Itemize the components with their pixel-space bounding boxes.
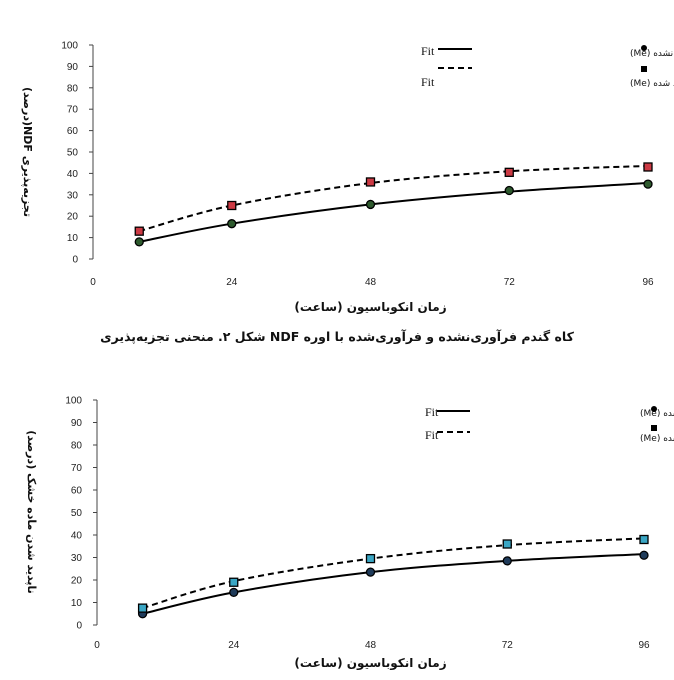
y-axis-title: تجزیه‌پذیری NDF(درصد) (21, 87, 34, 217)
y-tick-label: 100 (65, 396, 82, 407)
y-tick-label: 90 (67, 62, 79, 73)
legend-square-marker (651, 425, 657, 431)
legend-square-marker (641, 66, 647, 72)
x-tick-label: 96 (642, 277, 654, 288)
y-tick-label: 0 (76, 621, 82, 632)
data-point-circle (639, 550, 649, 560)
data-point-circle (504, 185, 514, 196)
data-point-circle (365, 199, 376, 210)
data-point-square (365, 553, 376, 564)
legend-circle-marker (641, 45, 647, 51)
y-tick-label: 40 (71, 531, 83, 542)
x-tick-label: 48 (365, 277, 377, 288)
y-tick-label: 50 (71, 508, 83, 519)
chart-1: 0 10 20 30 40 50 60 70 80 90 100 0 24 48 72 96 زمان انکو… (21, 41, 674, 316)
y-tick-label: 100 (61, 41, 78, 52)
data-point-square (639, 534, 649, 545)
x-tick-label: 24 (228, 640, 240, 651)
figure-caption: شکل ۲. منحنی تجزیه‌پذیری NDF کاه گندم فر… (100, 329, 574, 344)
chart-2: 0 10 20 30 40 50 60 70 80 90 100 0 24 48 72 96 زمان انکو… (25, 396, 674, 672)
legend-series-label: کاه فرایند شده (Me) (630, 79, 674, 89)
y-tick-label: 30 (71, 553, 83, 564)
data-point-circle (643, 179, 653, 189)
x-tick-label: 48 (365, 640, 377, 651)
y-tick-label: 30 (67, 190, 79, 201)
y-tick-label: 10 (67, 233, 79, 244)
y-tick-label: 90 (71, 418, 83, 429)
legend-circle-marker (651, 406, 657, 412)
legend-fit-label: Fit (425, 405, 439, 419)
y-tick-label: 70 (67, 105, 79, 116)
y-tick-label: 80 (71, 441, 83, 452)
legend: Fit Fit باگاس فرایند نشده (Me) باگاس فرایند… (425, 405, 674, 444)
y-tick-label: 40 (67, 169, 79, 180)
data-point-circle (134, 237, 144, 247)
y-tick-label: 20 (71, 576, 83, 587)
x-axis-title: زمان انکوباسیون (ساعت) (294, 656, 446, 671)
data-point-square (365, 177, 376, 187)
data-point-circle (365, 567, 376, 577)
x-tick-label: 72 (502, 640, 514, 651)
y-tick-label: 0 (72, 255, 78, 266)
data-point-square (227, 200, 237, 211)
fit-curve-series-1 (142, 553, 645, 615)
legend-fit-label: Fit (425, 428, 439, 442)
legend-series-label: کاه فرایند نشده (Me) (630, 49, 674, 59)
legend-series-label: باگاس فرایند شده (Me) (640, 432, 674, 444)
x-tick-label: 0 (94, 640, 100, 651)
data-point-square (134, 226, 144, 236)
y-tick-label: 70 (71, 463, 83, 474)
y-axis-title: ناپدید شدن ماده خشک (درصد) (25, 430, 38, 594)
data-point-circle (227, 219, 237, 229)
legend-series-label: باگاس فرایند نشده (Me) (640, 407, 674, 419)
x-tick-label: 96 (638, 640, 650, 651)
data-point-circle (229, 587, 239, 598)
legend: Fit Fit کاه فرایند نشده (Me) کاه فرایند شده… (421, 44, 674, 89)
y-tick-label: 60 (67, 126, 79, 137)
fit-curve-series-2 (142, 537, 645, 610)
y-tick-label: 50 (67, 148, 79, 159)
y-tick-label: 60 (71, 486, 83, 497)
fit-curve-series-2 (138, 164, 649, 233)
legend-fit-label: Fit (421, 75, 435, 89)
y-tick-label: 20 (67, 212, 79, 223)
x-tick-label: 24 (226, 277, 238, 288)
fit-curve-series-1 (139, 182, 649, 243)
data-point-square (643, 162, 653, 172)
data-point-square (137, 603, 148, 613)
y-tick-label: 10 (71, 598, 83, 609)
data-point-square (229, 577, 239, 587)
x-tick-label: 72 (504, 277, 516, 288)
data-point-square (502, 539, 512, 549)
x-axis-title: زمان انکوباسیون (ساعت) (294, 300, 446, 315)
y-tick-label: 80 (67, 83, 79, 94)
data-point-circle (502, 556, 512, 566)
legend-fit-label: Fit (421, 44, 435, 58)
x-tick-label: 0 (90, 277, 96, 288)
data-point-square (504, 167, 514, 177)
